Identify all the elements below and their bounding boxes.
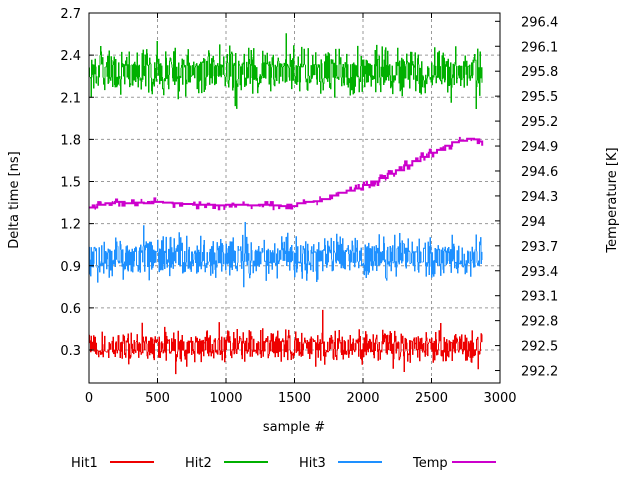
y-tick-label: 2.4 xyxy=(60,49,81,64)
chart-legend: Hit1 Hit2 Hit3 Temp xyxy=(71,456,496,471)
x-tick-label: 0 xyxy=(85,391,93,406)
y-tick-label: 0.6 xyxy=(60,302,81,317)
legend-label-hit3[interactable]: Hit3 xyxy=(299,456,326,471)
y2-tick-label: 294.3 xyxy=(521,190,558,205)
y2-tick-label: 295.5 xyxy=(521,90,558,105)
x-tick-label: 2500 xyxy=(415,391,448,406)
y2-tick-label: 292.8 xyxy=(521,315,558,330)
y2-tick-label: 292.5 xyxy=(521,340,558,355)
y-tick-label: 1.8 xyxy=(60,133,81,148)
x-tick-label: 1000 xyxy=(209,391,242,406)
y2-axis-ticks: 292.2 292.5 292.8 293.1 293.4 293.7 294 294.3 29… xyxy=(495,15,558,380)
x-axis-ticks: 0 500 1000 1500 2000 2500 3000 xyxy=(85,13,517,406)
legend-label-temp[interactable]: Temp xyxy=(412,456,448,471)
y2-axis-title: Temperature [K] xyxy=(605,147,620,253)
y2-tick-label: 295.8 xyxy=(521,65,558,80)
y-tick-label: 1.2 xyxy=(60,218,81,233)
y-tick-label: 0.3 xyxy=(60,344,81,359)
y2-tick-label: 294 xyxy=(521,215,546,230)
y2-tick-label: 294.9 xyxy=(521,140,558,155)
y2-tick-label: 296.4 xyxy=(521,15,558,30)
y2-tick-label: 294.6 xyxy=(521,165,558,180)
x-axis-title: sample # xyxy=(263,420,325,435)
legend-label-hit1[interactable]: Hit1 xyxy=(71,456,98,471)
y-tick-label: 2.1 xyxy=(60,91,81,106)
y-tick-label: 0.9 xyxy=(60,260,81,275)
y-axis-ticks: 0.3 0.6 0.9 1.2 1.5 1.8 2.1 2.4 2.7 xyxy=(60,7,94,359)
y-axis-title: Delta time [ns] xyxy=(7,151,22,248)
y2-tick-label: 296.1 xyxy=(521,40,558,55)
x-tick-label: 500 xyxy=(145,391,170,406)
series-temp xyxy=(89,136,484,211)
y2-tick-label: 293.4 xyxy=(521,265,558,280)
y2-tick-label: 293.7 xyxy=(521,240,558,255)
x-tick-label: 3000 xyxy=(483,391,516,406)
y2-tick-label: 295.2 xyxy=(521,115,558,130)
y-tick-label: 1.5 xyxy=(60,176,81,191)
x-tick-label: 1500 xyxy=(278,391,311,406)
y2-tick-label: 292.2 xyxy=(521,365,558,380)
x-tick-label: 2000 xyxy=(346,391,379,406)
legend-label-hit2[interactable]: Hit2 xyxy=(185,456,212,471)
y2-tick-label: 293.1 xyxy=(521,290,558,305)
y-tick-label: 2.7 xyxy=(60,7,81,22)
